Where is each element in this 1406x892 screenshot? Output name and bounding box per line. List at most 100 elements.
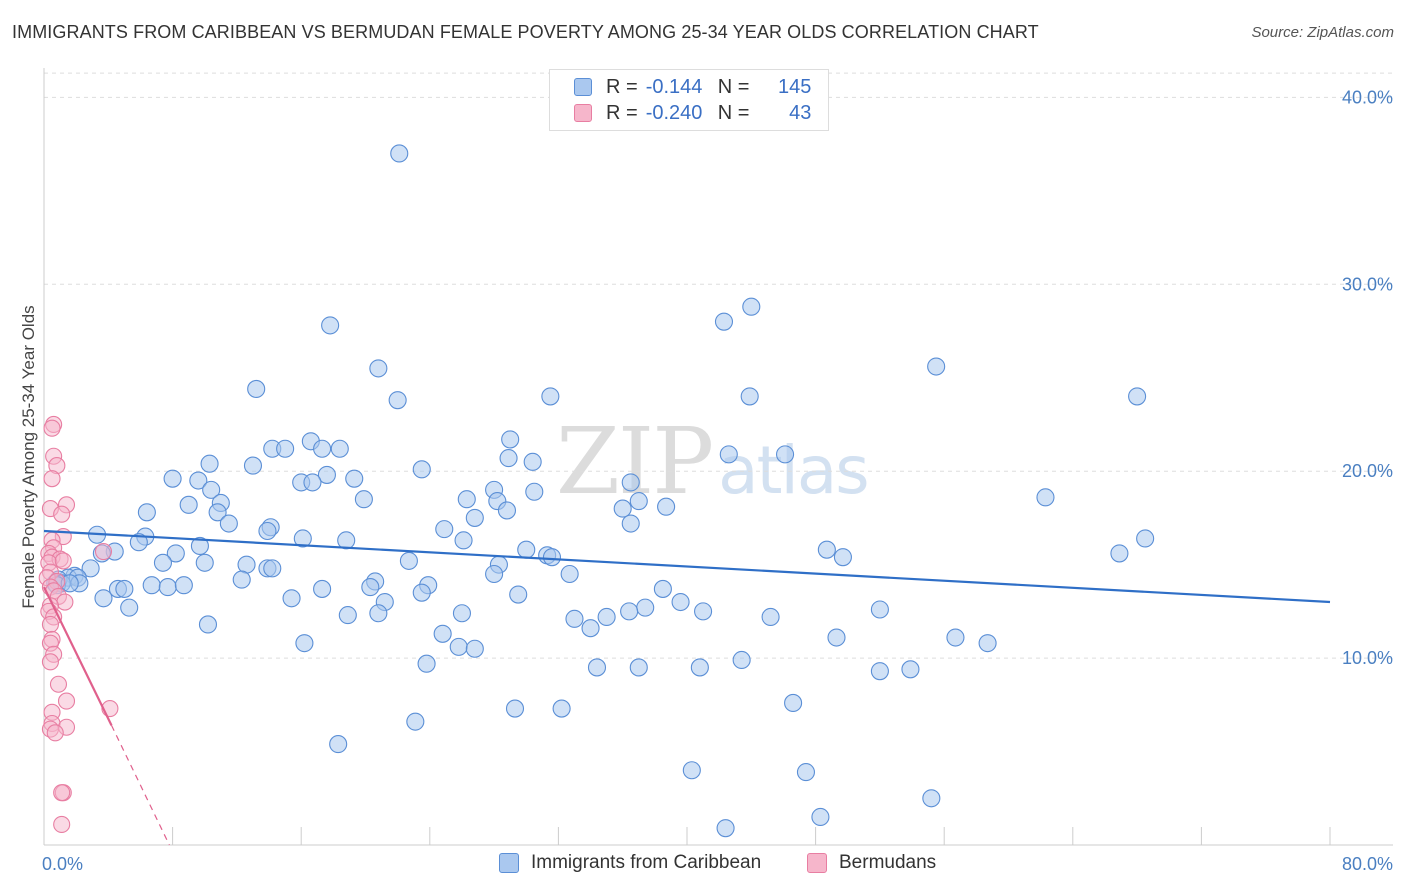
x-tick-label-max: 80.0% <box>1342 854 1393 874</box>
point-bermudans <box>53 505 71 523</box>
point-caribbean <box>337 531 356 550</box>
stats-row-bermudans: R = -0.240 N = 43 <box>574 101 811 125</box>
point-caribbean <box>263 559 282 578</box>
stats-legend: R = -0.144 N = 145 R = -0.240 N = 43 <box>549 69 829 131</box>
point-caribbean <box>354 490 373 509</box>
point-caribbean <box>517 540 536 559</box>
point-bermudans <box>53 784 71 802</box>
point-caribbean <box>621 473 640 492</box>
point-caribbean <box>796 763 816 782</box>
series-caribbean-points <box>46 144 1155 838</box>
point-caribbean <box>501 430 520 449</box>
point-caribbean <box>541 387 560 406</box>
point-caribbean <box>465 639 484 658</box>
point-caribbean <box>81 559 100 578</box>
point-caribbean <box>597 607 616 627</box>
point-caribbean <box>694 602 713 621</box>
n-label: N = <box>717 75 750 98</box>
point-caribbean <box>412 460 431 479</box>
point-caribbean <box>330 439 349 458</box>
point-caribbean <box>870 662 889 681</box>
series-bermudans-points <box>38 415 119 833</box>
trend-lines <box>43 529 1331 846</box>
source-label: Source: ZipAtlas.com <box>1251 24 1394 41</box>
r-value-bermudans: -0.240 <box>645 101 703 124</box>
point-caribbean <box>276 439 295 458</box>
point-caribbean <box>636 598 655 617</box>
point-caribbean <box>497 501 517 520</box>
point-caribbean <box>827 628 846 647</box>
point-caribbean <box>329 735 348 754</box>
point-caribbean <box>523 452 542 471</box>
legend-swatch-bermudans <box>807 853 827 873</box>
r-label: R = <box>606 101 638 124</box>
point-caribbean <box>629 492 648 511</box>
watermark-atlas: atlas <box>718 432 869 509</box>
point-caribbean <box>719 445 738 464</box>
legend-item-caribbean[interactable]: Immigrants from Caribbean <box>499 852 761 874</box>
point-caribbean <box>657 497 676 516</box>
point-caribbean <box>258 521 277 541</box>
point-caribbean <box>237 555 256 574</box>
point-caribbean <box>282 589 301 608</box>
point-caribbean <box>208 503 227 522</box>
point-caribbean <box>732 650 751 670</box>
point-caribbean <box>927 357 946 376</box>
point-caribbean <box>505 699 525 718</box>
point-caribbean <box>901 660 920 679</box>
point-caribbean <box>406 712 425 731</box>
point-caribbean <box>338 606 357 625</box>
point-bermudans <box>43 419 61 437</box>
stats-row-caribbean: R = -0.144 N = 145 <box>574 75 811 99</box>
point-bermudans <box>94 543 113 561</box>
point-caribbean <box>345 469 364 488</box>
point-caribbean <box>142 576 161 595</box>
point-caribbean <box>174 576 193 595</box>
point-caribbean <box>1110 544 1129 563</box>
chart-title: IMMIGRANTS FROM CARIBBEAN VS BERMUDAN FE… <box>12 22 1039 42</box>
point-caribbean <box>137 503 156 522</box>
point-bermudans <box>57 692 76 710</box>
point-caribbean <box>811 807 830 827</box>
point-caribbean <box>195 553 214 572</box>
point-caribbean <box>115 579 134 598</box>
r-value-caribbean: -0.144 <box>645 75 703 98</box>
point-caribbean <box>1136 529 1155 548</box>
point-caribbean <box>163 469 182 488</box>
point-caribbean <box>369 604 388 623</box>
point-bermudans <box>41 615 59 634</box>
trend-line-caribbean <box>43 529 1331 604</box>
y-axis-label-group: Female Poverty Among 25-34 Year Olds <box>19 305 38 608</box>
point-caribbean <box>243 456 263 475</box>
legend-label-caribbean: Immigrants from Caribbean <box>531 852 762 873</box>
point-caribbean <box>671 592 690 612</box>
point-caribbean <box>682 761 701 780</box>
point-caribbean <box>179 495 198 514</box>
point-caribbean <box>369 359 388 378</box>
point-caribbean <box>293 529 312 548</box>
point-caribbean <box>613 499 632 518</box>
point-caribbean <box>817 540 836 559</box>
point-caribbean <box>1128 387 1147 406</box>
point-caribbean <box>714 312 734 331</box>
point-caribbean <box>742 297 761 316</box>
x-tick-labels: 0.0% 80.0% <box>42 854 1393 874</box>
point-caribbean <box>153 553 173 572</box>
point-caribbean <box>560 564 579 584</box>
y-tick-labels: 10.0% 20.0% 30.0% 40.0% <box>1342 87 1393 668</box>
point-caribbean <box>166 544 185 563</box>
point-caribbean <box>833 548 852 567</box>
series-legend: Immigrants from Caribbean Bermudans <box>0 852 1406 878</box>
point-caribbean <box>542 548 562 567</box>
y-tick-label: 30.0% <box>1342 274 1393 294</box>
n-value-caribbean: 145 <box>778 75 812 98</box>
point-caribbean <box>189 471 208 490</box>
x-tick-label-min: 0.0% <box>42 854 83 874</box>
point-bermudans <box>43 470 61 488</box>
point-caribbean <box>452 604 472 623</box>
point-bermudans <box>49 675 68 693</box>
point-caribbean <box>1036 488 1055 507</box>
point-bermudans <box>54 552 72 570</box>
caribbean-swatch <box>574 78 592 96</box>
legend-item-bermudans[interactable]: Bermudans <box>807 852 936 874</box>
